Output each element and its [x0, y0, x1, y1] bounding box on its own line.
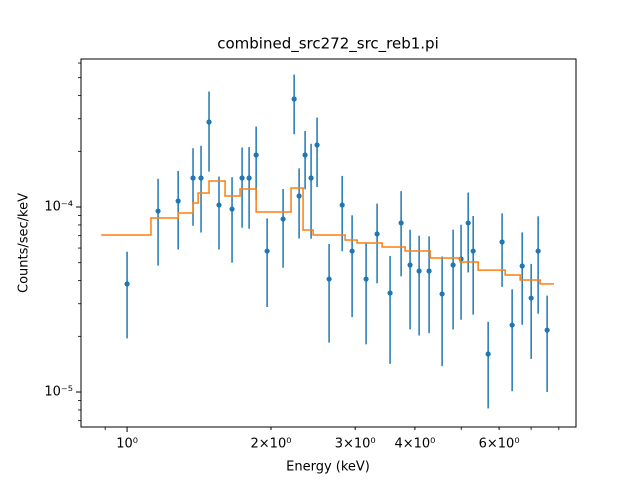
data-point	[349, 248, 355, 254]
data-point	[253, 152, 259, 158]
data-point	[229, 206, 235, 212]
y-tick-label: 10⁻⁵	[44, 385, 73, 400]
data-point	[465, 220, 471, 226]
data-point	[458, 256, 464, 262]
data-point	[296, 193, 302, 199]
chart-title: combined_src272_src_reb1.pi	[217, 35, 439, 54]
data-point	[326, 276, 332, 282]
data-point	[387, 290, 393, 296]
data-point	[519, 263, 525, 269]
data-point	[124, 281, 130, 287]
x-tick-label: 2×10⁰	[251, 437, 292, 452]
data-point	[308, 175, 314, 181]
y-axis-label: Counts/sec/keV	[17, 193, 32, 293]
data-point	[439, 291, 445, 297]
data-point	[280, 216, 286, 222]
data-point	[314, 142, 320, 148]
data-point	[398, 220, 404, 226]
data-point	[407, 262, 413, 268]
data-point	[198, 175, 204, 181]
data-point	[264, 248, 270, 254]
data-point	[374, 231, 380, 237]
x-tick-label: 4×10⁰	[394, 437, 435, 452]
data-point	[206, 119, 212, 125]
data-point	[535, 248, 541, 254]
data-point	[302, 152, 308, 158]
data-point	[470, 248, 476, 254]
data-point	[339, 202, 345, 208]
plot-frame	[80, 58, 577, 428]
data-point	[544, 327, 550, 333]
data-point	[155, 208, 161, 214]
data-point	[450, 262, 456, 268]
x-tick-label: 10⁰	[116, 437, 138, 452]
data-point	[426, 268, 432, 274]
data-point	[190, 175, 196, 181]
data-point	[239, 175, 245, 181]
x-tick-label: 3×10⁰	[335, 437, 376, 452]
data-point	[216, 202, 222, 208]
data-point	[509, 322, 515, 328]
data-point	[416, 268, 422, 274]
data-point	[291, 96, 297, 102]
data-point	[363, 276, 369, 282]
x-axis-label: Energy (keV)	[286, 460, 370, 475]
data-point	[528, 295, 534, 301]
data-point	[175, 198, 181, 204]
data-point	[485, 351, 491, 357]
data-point	[246, 175, 252, 181]
y-tick-label: 10⁻⁴	[44, 200, 73, 215]
data-point	[499, 239, 505, 245]
x-tick-label: 6×10⁰	[479, 437, 520, 452]
